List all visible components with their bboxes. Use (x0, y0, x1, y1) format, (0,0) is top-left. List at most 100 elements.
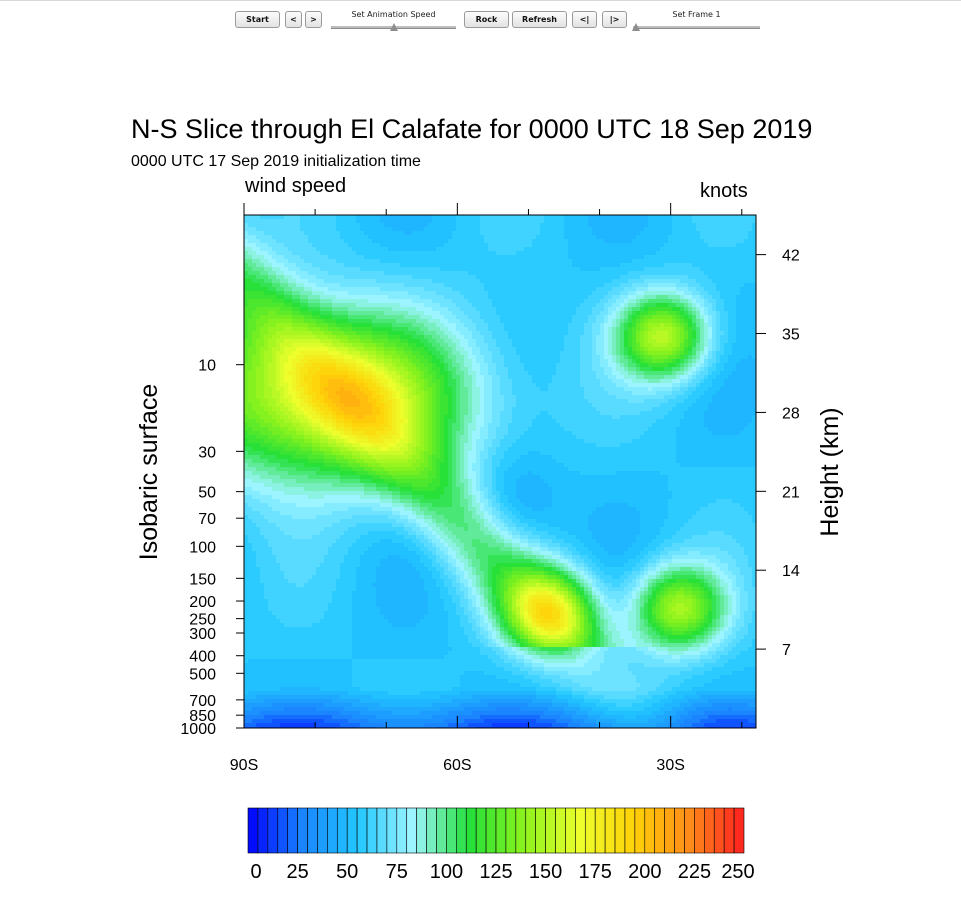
field-cell (280, 323, 285, 328)
field-cell (252, 243, 257, 248)
refresh-button[interactable]: Refresh (512, 11, 567, 28)
field-cell (308, 255, 313, 260)
field-cell (712, 227, 717, 232)
field-cell (280, 327, 285, 332)
field-cell (732, 259, 737, 264)
field-cell (376, 303, 381, 308)
field-cell (360, 295, 365, 300)
last-frame-button[interactable]: |> (602, 11, 627, 28)
field-cell (340, 347, 345, 352)
start-button[interactable]: Start (235, 11, 280, 28)
field-cell (616, 327, 621, 332)
field-cell (556, 311, 561, 316)
field-cell (640, 279, 645, 284)
chart-title: N-S Slice through El Calafate for 0000 U… (131, 114, 813, 144)
frame-thumb[interactable] (632, 23, 640, 31)
field-cell (380, 227, 385, 232)
field-cell (364, 339, 369, 344)
first-frame-button[interactable]: <| (572, 11, 597, 28)
field-cell (564, 295, 569, 300)
field-cell (740, 303, 745, 308)
field-cell (324, 331, 329, 336)
field-cell (748, 307, 753, 312)
field-cell (560, 291, 565, 296)
field-cell (692, 259, 697, 264)
field-cell (436, 323, 441, 328)
field-cell (624, 315, 629, 320)
field-cell (544, 267, 549, 272)
field-cell (460, 363, 465, 368)
field-cell (320, 283, 325, 288)
field-cell (388, 255, 393, 260)
field-cell (248, 275, 253, 280)
field-cell (268, 335, 273, 340)
field-cell (460, 295, 465, 300)
field-cell (316, 259, 321, 264)
field-cell (448, 243, 453, 248)
field-cell (280, 307, 285, 312)
field-cell (704, 219, 709, 224)
field-cell (616, 363, 621, 368)
field-cell (288, 235, 293, 240)
field-cell (272, 295, 277, 300)
field-cell (680, 307, 685, 312)
field-cell (588, 363, 593, 368)
field-cell (708, 255, 713, 260)
field-cell (652, 243, 657, 248)
field-cell (672, 311, 677, 316)
field-cell (544, 239, 549, 244)
rock-button[interactable]: Rock (464, 11, 509, 28)
field-cell (280, 287, 285, 292)
field-cell (632, 295, 637, 300)
field-cell (548, 259, 553, 264)
field-cell (568, 287, 573, 292)
field-cell (556, 303, 561, 308)
field-cell (676, 295, 681, 300)
field-cell (700, 347, 705, 352)
field-cell (380, 303, 385, 308)
previous-frame-button[interactable]: < (285, 11, 302, 28)
field-cell (496, 367, 501, 372)
field-cell (528, 215, 533, 220)
field-cell (508, 355, 513, 360)
field-cell (396, 323, 401, 328)
field-cell (496, 223, 501, 228)
field-cell (384, 223, 389, 228)
field-cell (716, 255, 721, 260)
field-cell (572, 243, 577, 248)
field-cell (252, 299, 257, 304)
frame-track[interactable] (633, 26, 760, 29)
field-cell (496, 347, 501, 352)
field-cell (324, 319, 329, 324)
frame-slider[interactable]: Set Frame 1 (632, 10, 760, 32)
animation-speed-thumb[interactable] (389, 23, 398, 31)
field-cell (308, 303, 313, 308)
field-cell (508, 311, 513, 316)
field-cell (584, 311, 589, 316)
field-cell (480, 291, 485, 296)
field-cell (744, 267, 749, 272)
animation-speed-slider[interactable]: Set Animation Speed (331, 10, 456, 32)
field-cell (680, 215, 685, 220)
field-cell (256, 343, 261, 348)
field-cell (620, 315, 625, 320)
field-cell (516, 367, 521, 372)
field-cell (380, 335, 385, 340)
field-cell (556, 267, 561, 272)
field-cell (432, 267, 437, 272)
field-cell (436, 339, 441, 344)
field-cell (624, 355, 629, 360)
field-cell (572, 231, 577, 236)
field-cell (332, 251, 337, 256)
field-cell (504, 343, 509, 348)
field-cell (448, 295, 453, 300)
field-cell (328, 355, 333, 360)
field-cell (280, 267, 285, 272)
field-cell (368, 295, 373, 300)
field-cell (292, 311, 297, 316)
field-cell (708, 303, 713, 308)
next-frame-button[interactable]: > (305, 11, 322, 28)
field-cell (480, 275, 485, 280)
field-cell (360, 359, 365, 364)
field-cell (636, 339, 641, 344)
